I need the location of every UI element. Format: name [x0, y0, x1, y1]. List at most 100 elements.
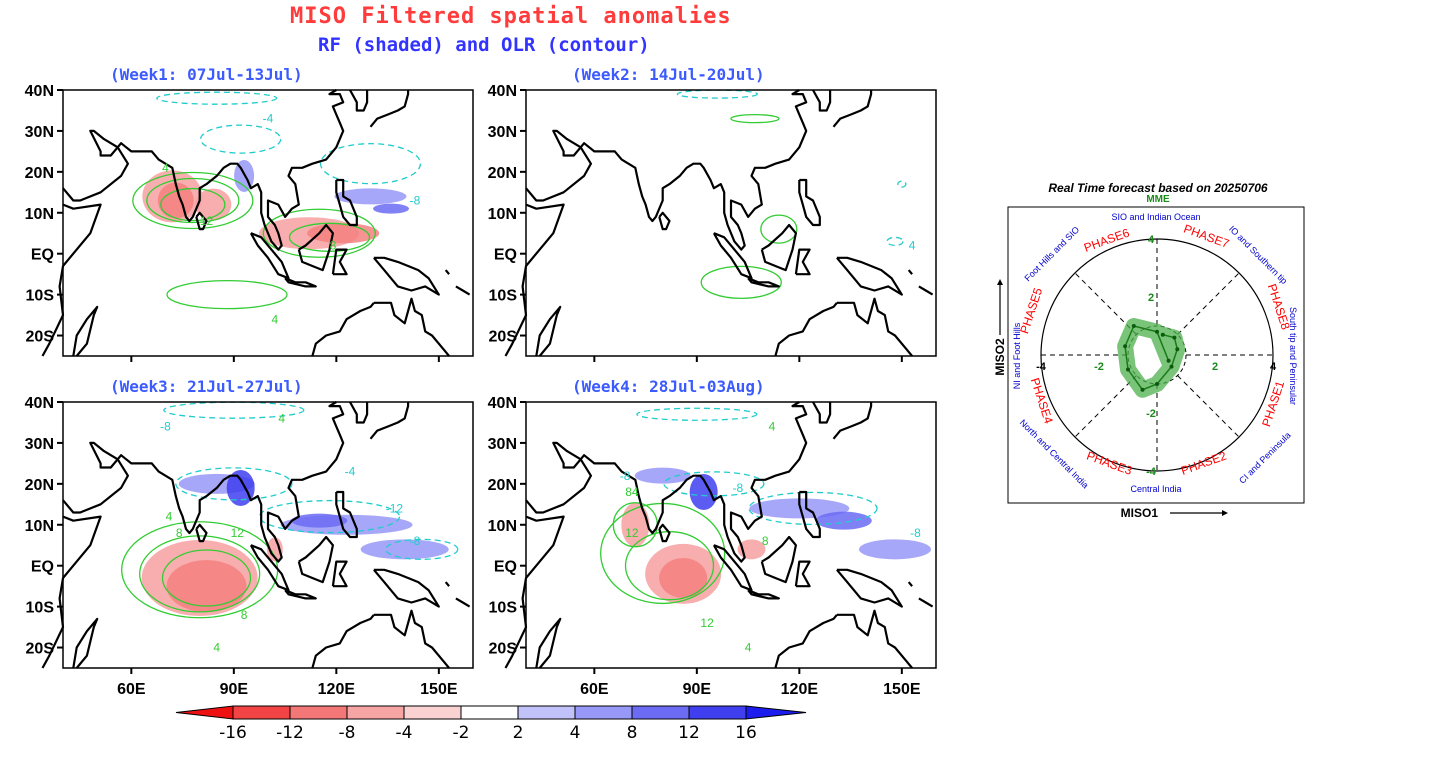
olr-contour	[146, 177, 240, 224]
coastline	[907, 581, 913, 587]
coastline	[455, 285, 471, 296]
contour-label: 8	[330, 239, 337, 253]
coastline	[918, 285, 934, 296]
coastline	[72, 617, 99, 669]
olr-contour	[200, 124, 282, 154]
map-background	[526, 90, 936, 356]
olr-contour	[730, 113, 780, 124]
y-tick-label: 30N	[488, 124, 517, 141]
diagonal-dash	[1177, 272, 1240, 335]
colorbar-swatch	[232, 705, 291, 720]
olr-contour	[760, 214, 798, 244]
contour-label: 4	[745, 641, 752, 655]
contour-label: 4	[769, 420, 776, 434]
map-panel-week3: 40N 30N 20N 10N EQ 10S 20S 60E 90E 120E 150E (Week3…	[25, 377, 474, 698]
region-label: NI and Foot Hills	[1012, 322, 1022, 389]
colorbar-swatch	[346, 705, 405, 720]
olr-contour	[748, 491, 878, 526]
x-tick-label: 60E	[117, 681, 146, 698]
rf-shade	[634, 467, 691, 484]
colorbar-swatch	[403, 705, 462, 720]
diagonal-dash	[1177, 375, 1240, 438]
olr-contour	[319, 143, 422, 185]
map-frame	[525, 89, 937, 357]
axis-value-label: -4	[1146, 466, 1157, 478]
coastline	[794, 560, 811, 588]
y-tick-label: 40N	[488, 83, 517, 100]
rf-shade	[334, 188, 407, 205]
contour-label: -8	[410, 194, 421, 208]
olr-contour	[166, 279, 288, 310]
coastline	[525, 401, 808, 563]
coastline	[907, 269, 913, 275]
coastline	[41, 515, 102, 669]
y-tick-label: EQ	[31, 247, 54, 264]
colorbar-label: -4	[396, 723, 413, 743]
coastline	[444, 581, 450, 587]
map-background	[526, 402, 936, 668]
region-label: South tip and Peninsular	[1288, 307, 1298, 405]
contour-label: 4	[278, 411, 285, 425]
rf-shade	[373, 203, 409, 214]
coastline	[297, 223, 334, 272]
coastline	[62, 89, 345, 251]
y-tick-label: 20S	[26, 329, 55, 346]
coastline	[373, 609, 450, 669]
coastline	[444, 269, 450, 275]
panel-title: (Week3: 21Jul-27Jul)	[110, 377, 303, 396]
colorbar-label: 8	[627, 723, 638, 743]
forecast-point	[1140, 387, 1145, 392]
coastline	[335, 490, 358, 539]
olr-contour	[139, 535, 261, 613]
coastline	[774, 614, 838, 669]
y-tick-label: 20N	[488, 165, 517, 182]
olr-contour	[156, 91, 278, 105]
coastline	[311, 614, 375, 669]
coastline	[836, 256, 903, 296]
coastline	[41, 203, 102, 357]
coastline	[249, 232, 290, 280]
forecast-point	[1126, 367, 1130, 372]
x-axis-title: MISO1	[1121, 506, 1159, 520]
y-tick-label: 10N	[488, 518, 517, 535]
y-tick-label: EQ	[494, 559, 517, 576]
y-tick-label: 30N	[25, 436, 54, 453]
axis-value-label: 4	[1148, 234, 1155, 246]
olr-contour	[897, 180, 907, 188]
coastline	[794, 248, 811, 276]
y-tick-label: 10S	[489, 600, 518, 617]
contour-label: 8	[762, 534, 769, 548]
colorbar: -16 -12 -8 -4 -2 2 4 8 12 16	[175, 705, 807, 743]
coastline	[72, 305, 99, 357]
olr-contour	[663, 471, 765, 497]
coastline	[349, 89, 369, 112]
forecast-point	[1131, 324, 1136, 328]
contour-label: -4	[263, 112, 274, 126]
olr-contour	[258, 499, 401, 534]
map-panel-week4: 40N 30N 20N 10N EQ 10S 20S 60E 90E 120E 150E (Week4…	[488, 377, 937, 698]
map-panel-week2: 40N 30N 20N 10N EQ 10S 20S (Week2: 14Jul-20Jul)…	[488, 65, 937, 362]
coastline	[195, 523, 208, 543]
olr-contour	[385, 538, 459, 560]
axis-value-label: -4	[1036, 361, 1047, 373]
rf-shade	[621, 502, 650, 547]
forecast-point	[1169, 364, 1174, 369]
diagonal-dash	[1074, 272, 1137, 335]
coastline	[331, 248, 348, 276]
colorbar-swatch	[289, 705, 348, 720]
x-tick-label: 150E	[420, 681, 458, 698]
y-tick-label: 10S	[489, 288, 518, 305]
coastline	[760, 223, 798, 272]
coastline	[373, 297, 450, 357]
contour-label: 12	[700, 616, 714, 630]
figure-subtitle: RF (shaded) and OLR (contour)	[318, 34, 650, 56]
panel-title: (Week2: 14Jul-20Jul)	[572, 65, 765, 84]
rf-shade	[815, 511, 872, 530]
region-label: Central India	[1130, 484, 1181, 494]
colorbar-swatch	[517, 705, 576, 720]
map-background	[63, 402, 473, 668]
olr-contour	[161, 549, 252, 607]
coastline	[369, 402, 410, 440]
map-panel-week1: 40N 30N 20N 10N EQ 10S 20S (Week1: 07Jul-13Jul)…	[25, 65, 474, 362]
